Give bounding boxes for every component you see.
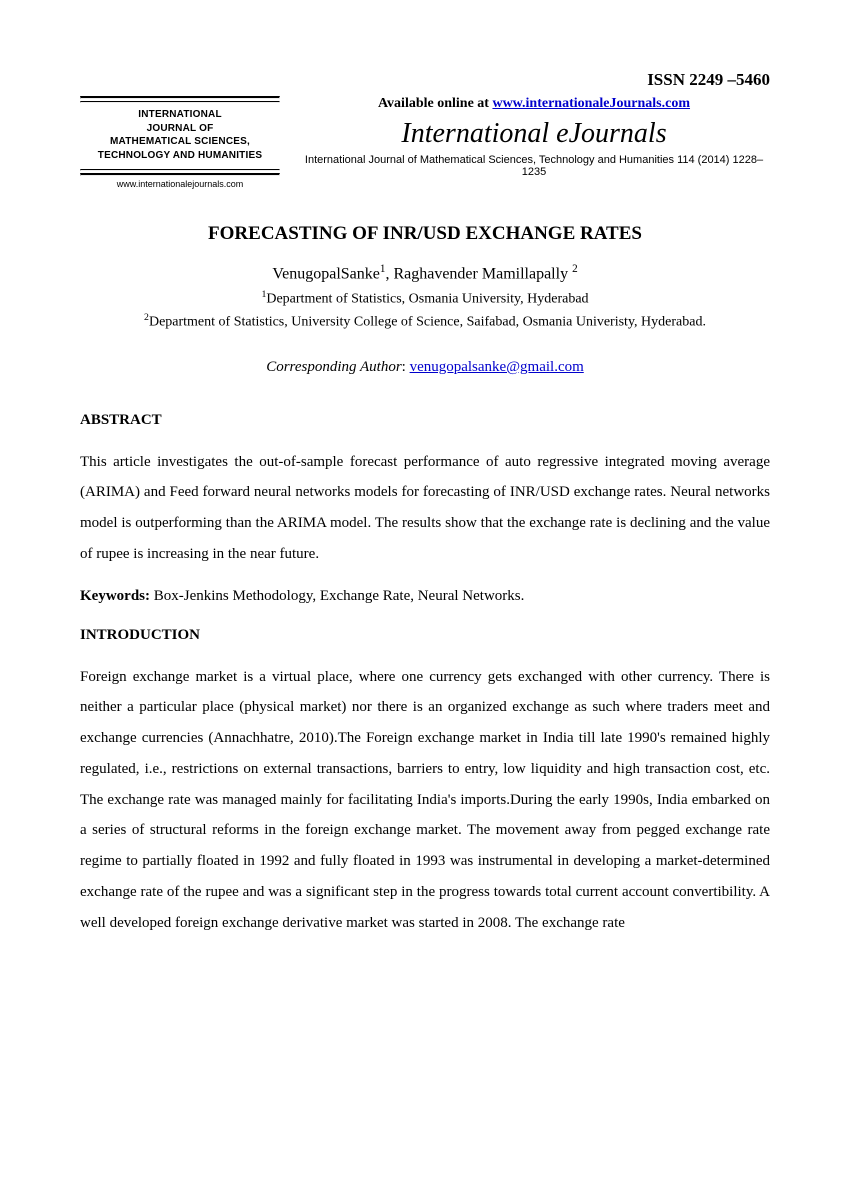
keywords-label: Keywords: bbox=[80, 588, 154, 604]
affil-text: Department of Statistics, University Col… bbox=[149, 315, 706, 330]
abstract-text: This article investigates the out-of-sam… bbox=[80, 447, 770, 570]
journal-box-url: www.internationalejournals.com bbox=[80, 176, 280, 189]
corresponding-author: Corresponding Author: venugopalsanke@gma… bbox=[80, 359, 770, 376]
corr-label: Corresponding Author bbox=[266, 359, 401, 375]
keywords-line: Keywords: Box-Jenkins Methodology, Excha… bbox=[80, 588, 770, 605]
header-right: Available online at www.internationaleJo… bbox=[298, 96, 770, 178]
affiliation: 2Department of Statistics, University Co… bbox=[80, 312, 770, 331]
journal-box-line: JOURNAL OF bbox=[82, 122, 278, 136]
ejournal-title: International eJournals bbox=[298, 118, 770, 150]
available-link[interactable]: www.internationaleJournals.com bbox=[492, 96, 690, 111]
author-name: VenugopalSanke bbox=[272, 265, 380, 282]
rule bbox=[80, 169, 280, 171]
affiliation: 1Department of Statistics, Osmania Unive… bbox=[80, 289, 770, 308]
intro-heading: INTRODUCTION bbox=[80, 627, 770, 644]
journal-box-line: MATHEMATICAL SCIENCES, bbox=[82, 135, 278, 149]
journal-box-title: INTERNATIONAL JOURNAL OF MATHEMATICAL SC… bbox=[80, 103, 280, 167]
issn-text: ISSN 2249 –5460 bbox=[80, 70, 770, 90]
available-online: Available online at www.internationaleJo… bbox=[298, 96, 770, 112]
keywords-text: Box-Jenkins Methodology, Exchange Rate, … bbox=[154, 588, 525, 604]
corr-sep: : bbox=[402, 359, 410, 375]
citation-line: International Journal of Mathematical Sc… bbox=[298, 154, 770, 178]
affil-text: Department of Statistics, Osmania Univer… bbox=[266, 292, 588, 307]
journal-box-line: TECHNOLOGY AND HUMANITIES bbox=[82, 149, 278, 163]
rule bbox=[80, 96, 280, 99]
corr-email-link[interactable]: venugopalsanke@gmail.com bbox=[410, 359, 584, 375]
author-sup: 2 bbox=[572, 263, 578, 275]
journal-box-line: INTERNATIONAL bbox=[82, 108, 278, 122]
header-row: INTERNATIONAL JOURNAL OF MATHEMATICAL SC… bbox=[80, 96, 770, 189]
authors: VenugopalSanke1, Raghavender Mamillapall… bbox=[80, 263, 770, 283]
abstract-heading: ABSTRACT bbox=[80, 412, 770, 429]
available-prefix: Available online at bbox=[378, 96, 492, 111]
intro-text: Foreign exchange market is a virtual pla… bbox=[80, 662, 770, 939]
paper-title: FORECASTING OF INR/USD EXCHANGE RATES bbox=[80, 223, 770, 245]
journal-logo-box: INTERNATIONAL JOURNAL OF MATHEMATICAL SC… bbox=[80, 96, 280, 189]
author-name: Raghavender Mamillapally bbox=[393, 265, 572, 282]
